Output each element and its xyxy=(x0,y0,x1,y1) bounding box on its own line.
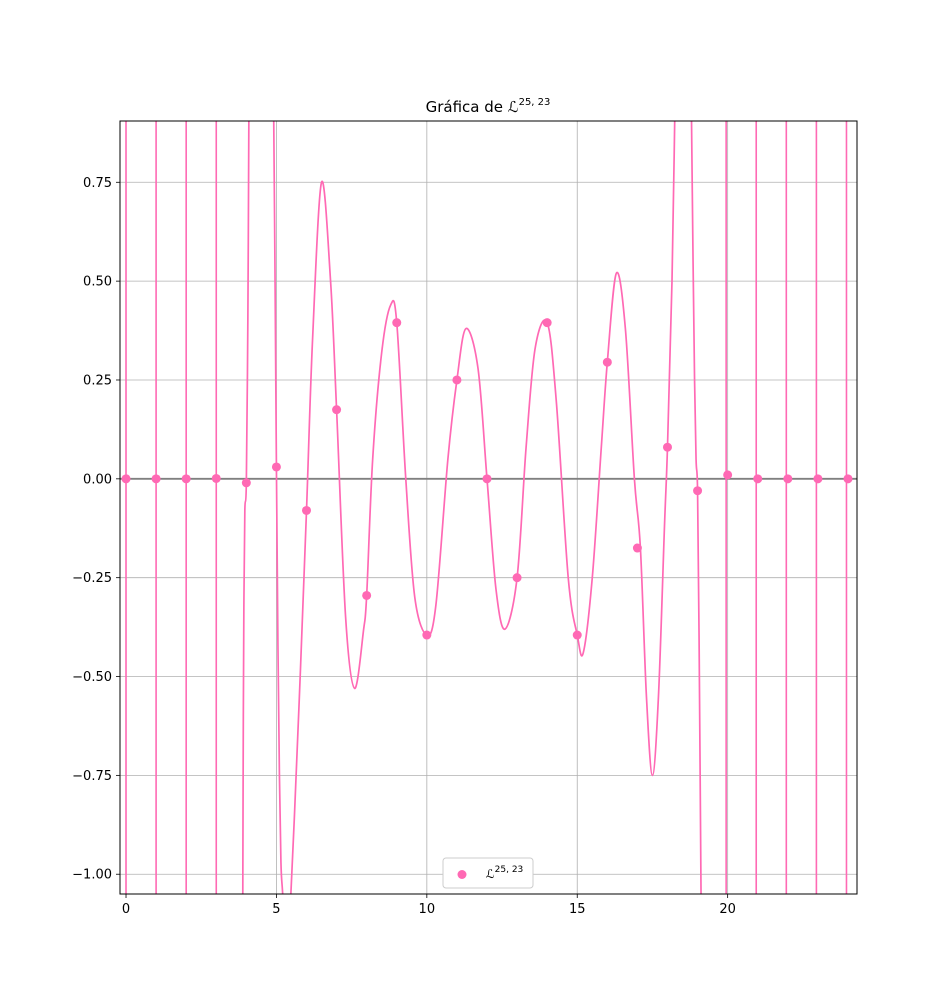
legend-marker xyxy=(457,870,467,879)
legend-symbol: ℒ xyxy=(486,867,495,881)
y-tick-label: −1.00 xyxy=(72,868,112,883)
data-point xyxy=(362,590,372,600)
x-tick-label: 10 xyxy=(419,902,436,917)
data-point xyxy=(843,474,853,484)
x-tick-label: 15 xyxy=(569,902,586,917)
data-point xyxy=(241,478,251,488)
data-point xyxy=(602,357,612,367)
data-point xyxy=(512,573,522,583)
x-tick-label: 5 xyxy=(272,902,280,917)
points-layer xyxy=(121,318,853,640)
curve-segment xyxy=(272,121,284,894)
data-point xyxy=(723,470,733,480)
data-point xyxy=(662,442,672,452)
y-tick-label: 0.00 xyxy=(83,472,112,487)
chart-title-superscript: 25, 23 xyxy=(519,97,551,108)
x-tick-label: 20 xyxy=(719,902,736,917)
data-point xyxy=(392,318,402,328)
data-point xyxy=(211,473,221,483)
curve-segment xyxy=(241,121,250,894)
legend: ℒ25, 23 xyxy=(442,857,534,889)
y-tick-label: −0.75 xyxy=(72,769,112,784)
data-point xyxy=(422,630,432,640)
x-axis-ticks: 0 5 10 15 20 xyxy=(122,894,736,917)
data-point xyxy=(813,474,823,484)
data-point xyxy=(302,505,312,515)
legend-label: ℒ25, 23 xyxy=(486,865,523,881)
curve-layer xyxy=(125,121,848,894)
legend-box xyxy=(442,857,534,889)
legend-superscript: 25, 23 xyxy=(495,865,524,875)
y-tick-label: 0.25 xyxy=(83,373,112,388)
x-tick-label: 0 xyxy=(122,902,130,917)
curve-segment xyxy=(690,121,702,894)
data-point xyxy=(151,474,161,484)
data-point xyxy=(783,474,793,484)
data-point xyxy=(753,474,763,484)
data-point xyxy=(452,375,462,385)
y-tick-label: −0.25 xyxy=(72,571,112,586)
y-axis-ticks: 0.75 0.50 0.25 0.00 −0.25 −0.50 −0.75 −1.00 xyxy=(72,176,120,883)
data-point xyxy=(572,630,582,640)
y-tick-label: 0.75 xyxy=(83,176,112,191)
data-point xyxy=(121,474,131,484)
y-tick-label: 0.50 xyxy=(83,275,112,290)
data-point xyxy=(332,405,342,415)
data-point xyxy=(632,543,642,553)
chart-title: Gráfica de ℒ25, 23 xyxy=(426,97,551,116)
data-point xyxy=(482,474,492,484)
y-tick-label: −0.50 xyxy=(72,670,112,685)
chart-title-symbol: ℒ xyxy=(508,98,519,116)
data-point xyxy=(181,474,191,484)
chart-title-prefix: Gráfica de xyxy=(426,98,508,116)
data-point xyxy=(693,486,703,496)
data-point xyxy=(271,462,281,472)
plot-frame xyxy=(119,120,858,895)
data-point xyxy=(542,318,552,328)
